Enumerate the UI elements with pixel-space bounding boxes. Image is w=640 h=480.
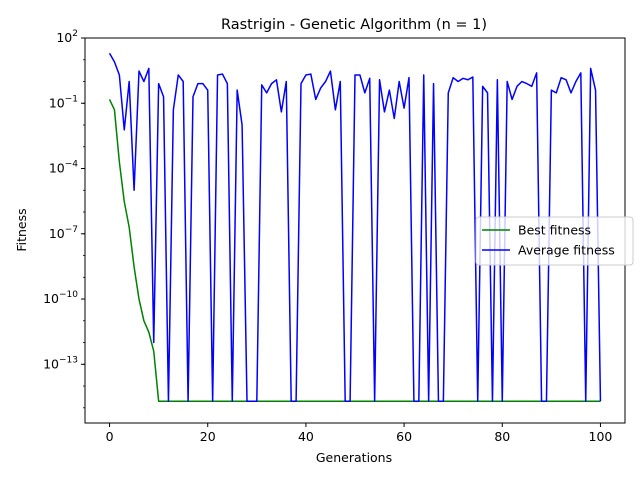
y-tick-label: 10−1: [49, 94, 78, 110]
x-tick-label: 80: [494, 429, 510, 444]
y-tick-label: 10−7: [49, 225, 78, 241]
plot-area: [108, 52, 602, 402]
x-tick-label: 40: [298, 429, 314, 444]
x-tick-label: 20: [200, 429, 216, 444]
y-tick-label: 10−4: [49, 160, 78, 176]
x-tick-label: 100: [589, 429, 613, 444]
y-tick-label: 10−10: [43, 290, 78, 306]
y-axis-label: Fitness: [14, 208, 29, 251]
legend-box: [475, 216, 634, 266]
y-tick-label: 10−13: [43, 355, 78, 371]
x-tick-label: 0: [106, 429, 114, 444]
x-tick-label: 60: [396, 429, 412, 444]
axes: 0 20 40 60 80 100 102 10−1 10−4 10−7 10−10 10−13: [43, 29, 626, 444]
legend: Best fitness Average fitness: [475, 216, 634, 266]
legend-label: Average fitness: [518, 243, 615, 258]
legend-label: Best fitness: [518, 223, 591, 238]
y-tick-label: 102: [56, 29, 78, 45]
x-axis-label: Generations: [316, 450, 392, 465]
chart-title: Rastrigin - Genetic Algorithm (n = 1): [221, 17, 487, 33]
